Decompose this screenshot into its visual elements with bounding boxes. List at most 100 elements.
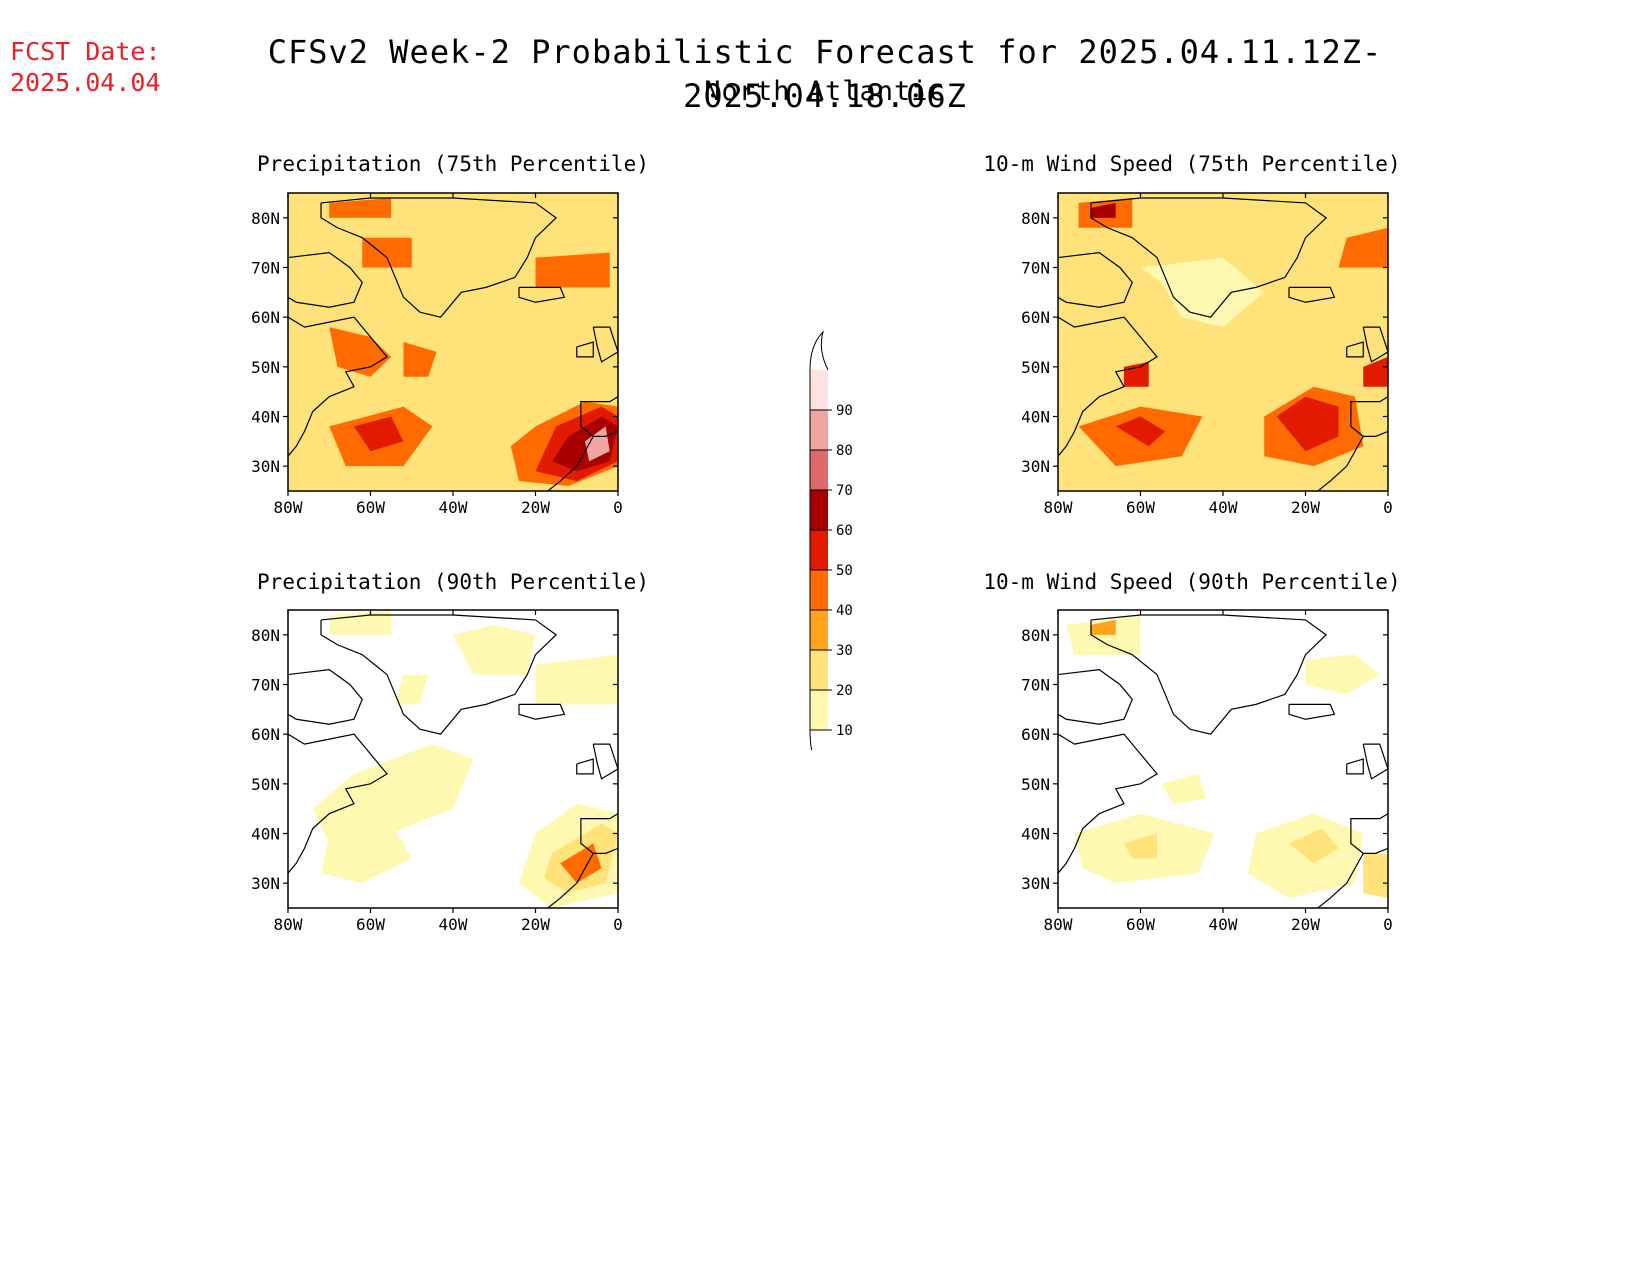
shaded-region bbox=[1276, 396, 1339, 452]
lon-label: 80W bbox=[274, 498, 303, 517]
shaded-region bbox=[321, 823, 412, 884]
colorbar-label: 20 bbox=[836, 683, 853, 699]
coastline bbox=[1090, 614, 1328, 735]
colorbar-swatch bbox=[810, 650, 828, 690]
coastline bbox=[320, 197, 558, 318]
coastline bbox=[547, 853, 594, 908]
lat-label: 30N bbox=[1021, 874, 1050, 893]
map-precip90: 80N 70N 60N 50N 40N 30N 80W 60W 40W 20W 0 bbox=[251, 609, 623, 934]
colorbar-label: 50 bbox=[836, 563, 853, 579]
coastline bbox=[1362, 326, 1388, 363]
coastline bbox=[1346, 758, 1364, 775]
coastline bbox=[1317, 853, 1364, 908]
colorbar-swatch bbox=[810, 530, 828, 570]
shaded-region bbox=[1124, 361, 1149, 387]
map-wind90: 80N 70N 60N 50N 40N 30N 80W 60W 40W 20W 0 bbox=[1021, 609, 1393, 934]
coastline bbox=[288, 316, 388, 457]
lat-label: 70N bbox=[1021, 676, 1050, 695]
colorbar-swatch bbox=[810, 370, 828, 410]
shading-layer bbox=[288, 610, 618, 908]
panel-title-wind90: 10-m Wind Speed (90th Percentile) bbox=[983, 570, 1401, 594]
shaded-region bbox=[403, 342, 437, 377]
shading-layer bbox=[288, 193, 618, 491]
coastline bbox=[580, 396, 618, 437]
lon-label: 60W bbox=[1126, 915, 1155, 934]
panel-title-precip90: Precipitation (90th Percentile) bbox=[257, 570, 649, 594]
lat-label: 70N bbox=[251, 259, 280, 278]
colorbar-swatch bbox=[810, 570, 828, 610]
lon-label: 40W bbox=[439, 498, 468, 517]
shaded-region bbox=[395, 674, 429, 705]
colorbar-bottom-cap bbox=[809, 729, 813, 750]
coastlines bbox=[1058, 197, 1388, 491]
shading-layer bbox=[1058, 193, 1388, 491]
lat-label: 70N bbox=[1021, 259, 1050, 278]
lat-label: 40N bbox=[251, 825, 280, 844]
lat-label: 60N bbox=[1021, 725, 1050, 744]
fcst-date: 2025.04.04 bbox=[10, 68, 161, 97]
fcst-label: FCST Date: bbox=[10, 37, 161, 66]
shaded-region bbox=[1066, 614, 1141, 655]
shaded-region bbox=[1091, 202, 1116, 218]
colorbar-top-cap bbox=[809, 330, 829, 371]
lat-label: 40N bbox=[1021, 408, 1050, 427]
lat-label: 80N bbox=[1021, 626, 1050, 645]
coastlines bbox=[288, 614, 618, 908]
colorbar-swatch bbox=[810, 610, 828, 650]
coastline bbox=[1288, 703, 1336, 720]
coastline bbox=[1058, 733, 1158, 874]
shaded-region bbox=[535, 654, 618, 705]
lon-label: 40W bbox=[439, 915, 468, 934]
shaded-region bbox=[1289, 828, 1339, 864]
shaded-region bbox=[535, 252, 610, 288]
shaded-region bbox=[1363, 853, 1388, 899]
colorbar-swatch bbox=[810, 450, 828, 490]
lat-label: 80N bbox=[1021, 209, 1050, 228]
coastline bbox=[1346, 341, 1364, 358]
colorbar-swatch bbox=[810, 690, 828, 730]
coastline bbox=[1058, 251, 1133, 308]
forecast-date: FCST Date: 2025.04.04 bbox=[10, 36, 161, 98]
coastline bbox=[518, 286, 566, 303]
lon-label: 20W bbox=[521, 915, 550, 934]
shaded-region bbox=[1338, 227, 1388, 268]
shaded-region bbox=[1140, 257, 1265, 328]
lon-label: 80W bbox=[1044, 915, 1073, 934]
coastline bbox=[1362, 743, 1388, 780]
lat-label: 60N bbox=[251, 308, 280, 327]
colorbar-label: 40 bbox=[836, 603, 853, 619]
coastlines bbox=[288, 197, 618, 491]
coastline bbox=[592, 326, 618, 363]
coastlines bbox=[1058, 614, 1388, 908]
lon-label: 20W bbox=[1291, 498, 1320, 517]
shaded-region bbox=[1115, 416, 1166, 447]
coastline bbox=[547, 436, 594, 491]
coastline bbox=[576, 341, 594, 358]
lat-label: 60N bbox=[1021, 308, 1050, 327]
coastline bbox=[1090, 197, 1328, 318]
lat-label: 30N bbox=[251, 457, 280, 476]
lon-label: 60W bbox=[356, 915, 385, 934]
lat-label: 50N bbox=[1021, 358, 1050, 377]
lat-label: 40N bbox=[1021, 825, 1050, 844]
colorbar-swatch bbox=[810, 410, 828, 450]
shaded-region bbox=[1124, 833, 1157, 859]
lon-label: 20W bbox=[1291, 915, 1320, 934]
colorbar-label: 10 bbox=[836, 723, 853, 739]
shaded-region bbox=[585, 426, 610, 462]
coastline bbox=[1350, 396, 1388, 437]
coastline bbox=[288, 251, 363, 308]
shaded-region bbox=[453, 624, 536, 675]
colorbar-label: 70 bbox=[836, 483, 853, 499]
colorbar-label: 90 bbox=[836, 403, 853, 419]
coastline bbox=[1288, 286, 1336, 303]
lat-label: 70N bbox=[251, 676, 280, 695]
lon-label: 0 bbox=[1383, 915, 1393, 934]
lat-label: 80N bbox=[251, 626, 280, 645]
lat-label: 50N bbox=[251, 775, 280, 794]
colorbar-label: 60 bbox=[836, 523, 853, 539]
shaded-region bbox=[1363, 356, 1388, 387]
panel-title-wind75: 10-m Wind Speed (75th Percentile) bbox=[983, 152, 1401, 176]
lon-label: 40W bbox=[1209, 498, 1238, 517]
panel-title-precip75: Precipitation (75th Percentile) bbox=[257, 152, 649, 176]
